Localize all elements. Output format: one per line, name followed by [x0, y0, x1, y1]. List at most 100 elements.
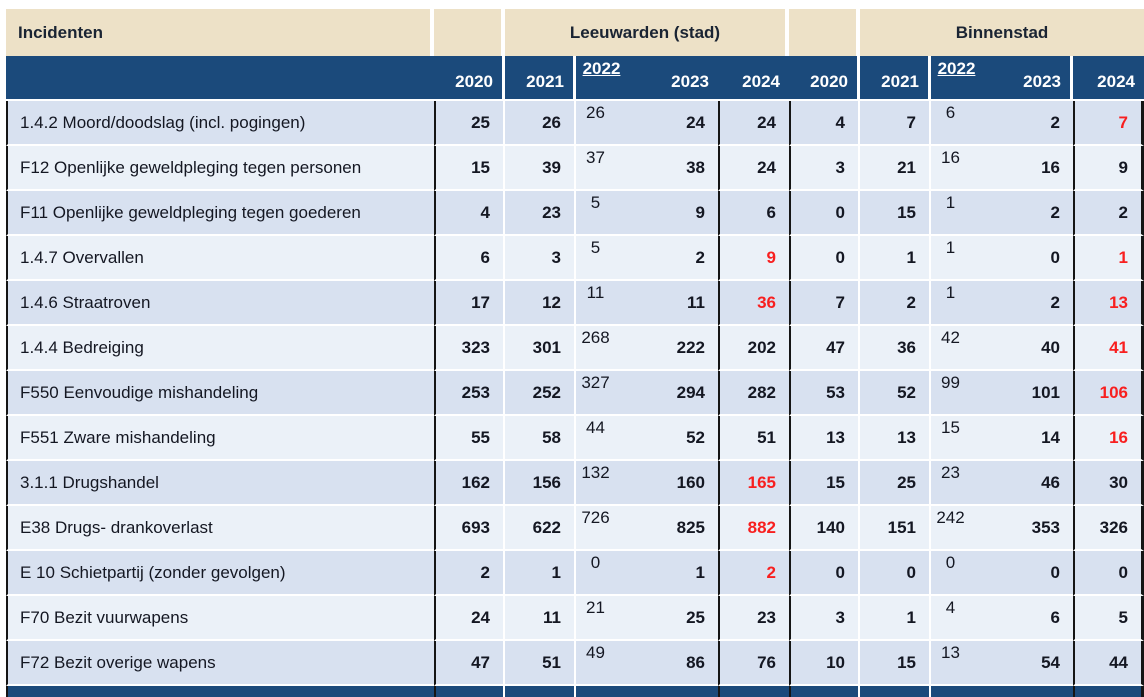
value-cell: 622 [505, 506, 576, 551]
value-cell: 162 [434, 461, 505, 506]
value-cell: 13 [1073, 281, 1144, 326]
value-cell: 294 [647, 371, 718, 416]
value-cell: 882 [718, 506, 789, 551]
value-cell: 25 [434, 101, 505, 146]
value-cell: 4 [931, 596, 1002, 641]
value-cell: 0 [1002, 236, 1073, 281]
value-cell: 1 [931, 236, 1002, 281]
year-header-cell: 2021 [860, 56, 931, 99]
bottom-bar-cell [718, 686, 789, 697]
value-cell: 49 [576, 641, 647, 686]
year-header-cell: 2020 [434, 56, 505, 99]
value-cell: 24 [718, 101, 789, 146]
value-cell: 156 [505, 461, 576, 506]
value-cell: 140 [789, 506, 860, 551]
incident-label: 1.4.2 Moord/doodslag (incl. pogingen) [6, 101, 434, 146]
bottom-bar-cell [434, 686, 505, 697]
bottom-bar-cell [647, 686, 718, 697]
bottom-bar-cell [860, 686, 931, 697]
value-cell: 14 [1002, 416, 1073, 461]
value-cell: 0 [789, 191, 860, 236]
value-cell: 1 [647, 551, 718, 596]
incident-label: 1.4.4 Bedreiging [6, 326, 434, 371]
value-cell: 2 [434, 551, 505, 596]
value-cell: 0 [1002, 551, 1073, 596]
value-cell: 202 [718, 326, 789, 371]
value-cell: 16 [1073, 416, 1144, 461]
value-cell: 6 [931, 101, 1002, 146]
incident-label: F550 Eenvoudige mishandeling [6, 371, 434, 416]
incidents-table: Incidenten Leeuwarden (stad) Binnenstad … [6, 9, 1144, 697]
value-cell: 132 [576, 461, 647, 506]
value-cell: 151 [860, 506, 931, 551]
value-cell: 47 [789, 326, 860, 371]
value-cell: 39 [505, 146, 576, 191]
value-cell: 58 [505, 416, 576, 461]
value-cell: 693 [434, 506, 505, 551]
value-cell: 36 [860, 326, 931, 371]
value-cell: 6 [1002, 596, 1073, 641]
table-row: F72 Bezit overige wapens 47 51 49 86 76 10 15 13… [6, 641, 1144, 686]
value-cell: 0 [789, 236, 860, 281]
incident-label: 3.1.1 Drugshandel [6, 461, 434, 506]
value-cell: 7 [789, 281, 860, 326]
value-cell: 40 [1002, 326, 1073, 371]
incident-label: 1.4.7 Overvallen [6, 236, 434, 281]
value-cell: 3 [789, 596, 860, 641]
value-cell: 5 [576, 191, 647, 236]
value-cell: 42 [931, 326, 1002, 371]
value-cell: 21 [576, 596, 647, 641]
value-cell: 38 [647, 146, 718, 191]
value-cell: 9 [647, 191, 718, 236]
value-cell: 52 [860, 371, 931, 416]
value-cell: 4 [434, 191, 505, 236]
value-cell: 1 [860, 596, 931, 641]
value-cell: 2 [860, 281, 931, 326]
value-cell: 11 [647, 281, 718, 326]
value-cell: 165 [718, 461, 789, 506]
value-cell: 5 [1073, 596, 1144, 641]
table-row: F12 Openlijke geweldpleging tegen person… [6, 146, 1144, 191]
year-header-cell: 2022 [576, 56, 647, 99]
value-cell: 268 [576, 326, 647, 371]
value-cell: 25 [860, 461, 931, 506]
value-cell: 160 [647, 461, 718, 506]
value-cell: 242 [931, 506, 1002, 551]
value-cell: 47 [434, 641, 505, 686]
value-cell: 253 [434, 371, 505, 416]
value-cell: 282 [718, 371, 789, 416]
incident-label: F12 Openlijke geweldpleging tegen person… [6, 146, 434, 191]
incident-label: E38 Drugs- drankoverlast [6, 506, 434, 551]
value-cell: 252 [505, 371, 576, 416]
value-cell: 36 [718, 281, 789, 326]
value-cell: 44 [1073, 641, 1144, 686]
value-cell: 326 [1073, 506, 1144, 551]
value-cell: 0 [1073, 551, 1144, 596]
value-cell: 1 [931, 191, 1002, 236]
group-header-spacer-binnenstad [789, 9, 860, 56]
value-cell: 54 [1002, 641, 1073, 686]
group-header-spacer-leeuwarden [434, 9, 505, 56]
value-cell: 17 [434, 281, 505, 326]
value-cell: 25 [647, 596, 718, 641]
bottom-bar-cell [6, 686, 434, 697]
value-cell: 2 [1002, 281, 1073, 326]
value-cell: 23 [931, 461, 1002, 506]
year-header-cell: 2020 [789, 56, 860, 99]
value-cell: 327 [576, 371, 647, 416]
value-cell: 353 [1002, 506, 1073, 551]
table-bottom-bar [6, 686, 1144, 697]
value-cell: 26 [505, 101, 576, 146]
value-cell: 15 [789, 461, 860, 506]
value-cell: 7 [1073, 101, 1144, 146]
year-header-cell: 2024 [718, 56, 789, 99]
value-cell: 11 [576, 281, 647, 326]
value-cell: 53 [789, 371, 860, 416]
value-cell: 51 [718, 416, 789, 461]
value-cell: 37 [576, 146, 647, 191]
group-header-leeuwarden: Leeuwarden (stad) [505, 9, 789, 56]
incident-label: F551 Zware mishandeling [6, 416, 434, 461]
value-cell: 23 [718, 596, 789, 641]
value-cell: 86 [647, 641, 718, 686]
value-cell: 2 [1002, 101, 1073, 146]
